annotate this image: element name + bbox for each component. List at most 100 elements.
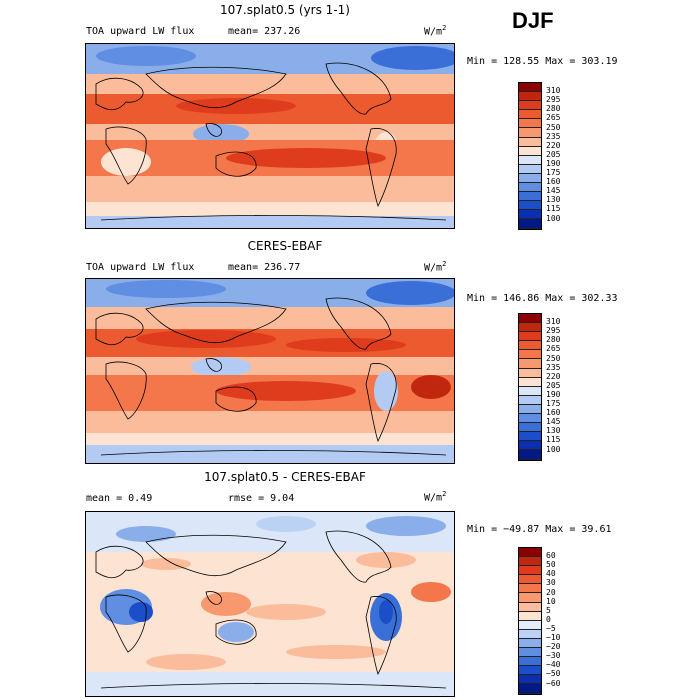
colorbar-tick-label: 265 [546,344,561,354]
colorbar-swatch [519,648,541,658]
colorbar-swatch [519,350,541,360]
colorbar-tick-label: 250 [546,122,561,132]
colorbar-tick-label: 130 [546,426,561,436]
colorbar-swatch [519,377,541,387]
colorbar-tick-label: 205 [546,380,561,390]
colorbar-swatch [519,638,541,649]
colorbar-swatch [519,575,541,585]
colorbar-swatch [519,210,541,220]
colorbar-swatch [519,432,541,442]
colorbar-swatch [519,620,541,630]
panel1-title: 107.splat0.5 (yrs 1-1) [220,3,350,17]
colorbar-swatch [519,164,541,174]
colorbar-tick-label: 280 [546,104,561,114]
colorbar-tick-label: 100 [546,444,561,454]
panel3-map [85,511,455,697]
colorbar-swatch [519,128,541,138]
colorbar-tick-label: −60 [546,678,561,688]
panel1-colorbar [518,82,542,230]
colorbar-tick-label: 145 [546,186,561,196]
colorbar-swatch [519,557,541,567]
season-label: DJF [512,8,554,33]
panel1-units: W/m2 [424,24,447,38]
colorbar-swatch [519,83,541,93]
colorbar-tick-label: 130 [546,195,561,205]
colorbar-tick-label: −20 [546,642,561,652]
colorbar-swatch [519,359,541,369]
panel2-colorbar [518,313,542,461]
colorbar-swatch [519,584,541,594]
colorbar-swatch [519,219,541,229]
colorbar-tick-label: 40 [546,569,556,579]
colorbar-swatch [519,201,541,211]
colorbar-tick-label: 220 [546,140,561,150]
colorbar-swatch [519,593,541,603]
panel2-mean: mean= 236.77 [228,262,301,273]
panel2-variable: TOA upward LW flux [86,262,195,273]
colorbar-swatch [519,423,541,433]
colorbar-tick-label: 175 [546,168,561,177]
colorbar-tick-label: −30 [546,651,561,661]
panel2-minmax: Min = 146.86 Max = 302.33 [467,293,618,304]
colorbar-tick-label: 190 [546,158,561,168]
colorbar-swatch [519,368,541,378]
colorbar-tick-label: −40 [546,660,561,670]
colorbar-swatch [519,602,541,612]
colorbar-tick-label: 295 [546,326,561,336]
colorbar-tick-label: 175 [546,399,561,408]
colorbar-swatch [519,566,541,576]
colorbar-swatch [519,395,541,405]
colorbar-tick-label: 235 [546,131,561,141]
panel3-units: W/m2 [424,490,447,504]
colorbar-tick-label: 235 [546,362,561,372]
colorbar-tick-label: 205 [546,149,561,159]
colorbar-tick-label: 5 [546,605,551,615]
colorbar-swatch [519,414,541,424]
colorbar-tick-label: −5 [546,623,556,633]
colorbar-tick-label: 30 [546,578,556,588]
panel2-map [85,278,455,464]
panel3-title: 107.splat0.5 - CERES-EBAF [204,470,366,484]
colorbar-swatch [519,314,541,324]
panel3-mean: mean = 0.49 [86,493,153,504]
colorbar-tick-label: 10 [546,596,556,606]
colorbar-swatch [519,666,541,676]
colorbar-tick-label: 115 [546,435,561,445]
colorbar-tick-label: 60 [546,551,556,561]
colorbar-swatch [519,341,541,351]
colorbar-swatch [519,404,541,415]
panel3-minmax: Min = −49.87 Max = 39.61 [467,524,612,535]
colorbar-swatch [519,611,541,621]
colorbar-swatch [519,192,541,202]
colorbar-tick-label: 310 [546,317,561,327]
colorbar-tick-label: 160 [546,177,561,187]
panel1-variable: TOA upward LW flux [86,26,195,37]
colorbar-swatch [519,101,541,111]
colorbar-swatch [519,173,541,184]
colorbar-swatch [519,450,541,460]
colorbar-swatch [519,657,541,667]
colorbar-swatch [519,110,541,120]
colorbar-swatch [519,386,541,396]
colorbar-swatch [519,675,541,685]
colorbar-tick-label: 0 [546,614,551,624]
panel1-map [85,43,455,229]
colorbar-swatch [519,119,541,129]
colorbar-swatch [519,441,541,451]
colorbar-swatch [519,548,541,558]
colorbar-tick-label: 160 [546,408,561,418]
colorbar-swatch [519,155,541,165]
colorbar-swatch [519,684,541,694]
colorbar-tick-label: 295 [546,95,561,105]
colorbar-tick-label: 100 [546,213,561,223]
colorbar-tick-label: 115 [546,204,561,214]
panel3-rmse: rmse = 9.04 [228,493,295,504]
colorbar-swatch [519,146,541,156]
colorbar-tick-label: −10 [546,633,561,642]
colorbar-swatch [519,183,541,193]
colorbar-swatch [519,137,541,147]
colorbar-swatch [519,629,541,639]
colorbar-tick-label: 220 [546,371,561,381]
panel1-mean: mean= 237.26 [228,26,301,37]
colorbar-tick-label: 250 [546,353,561,363]
